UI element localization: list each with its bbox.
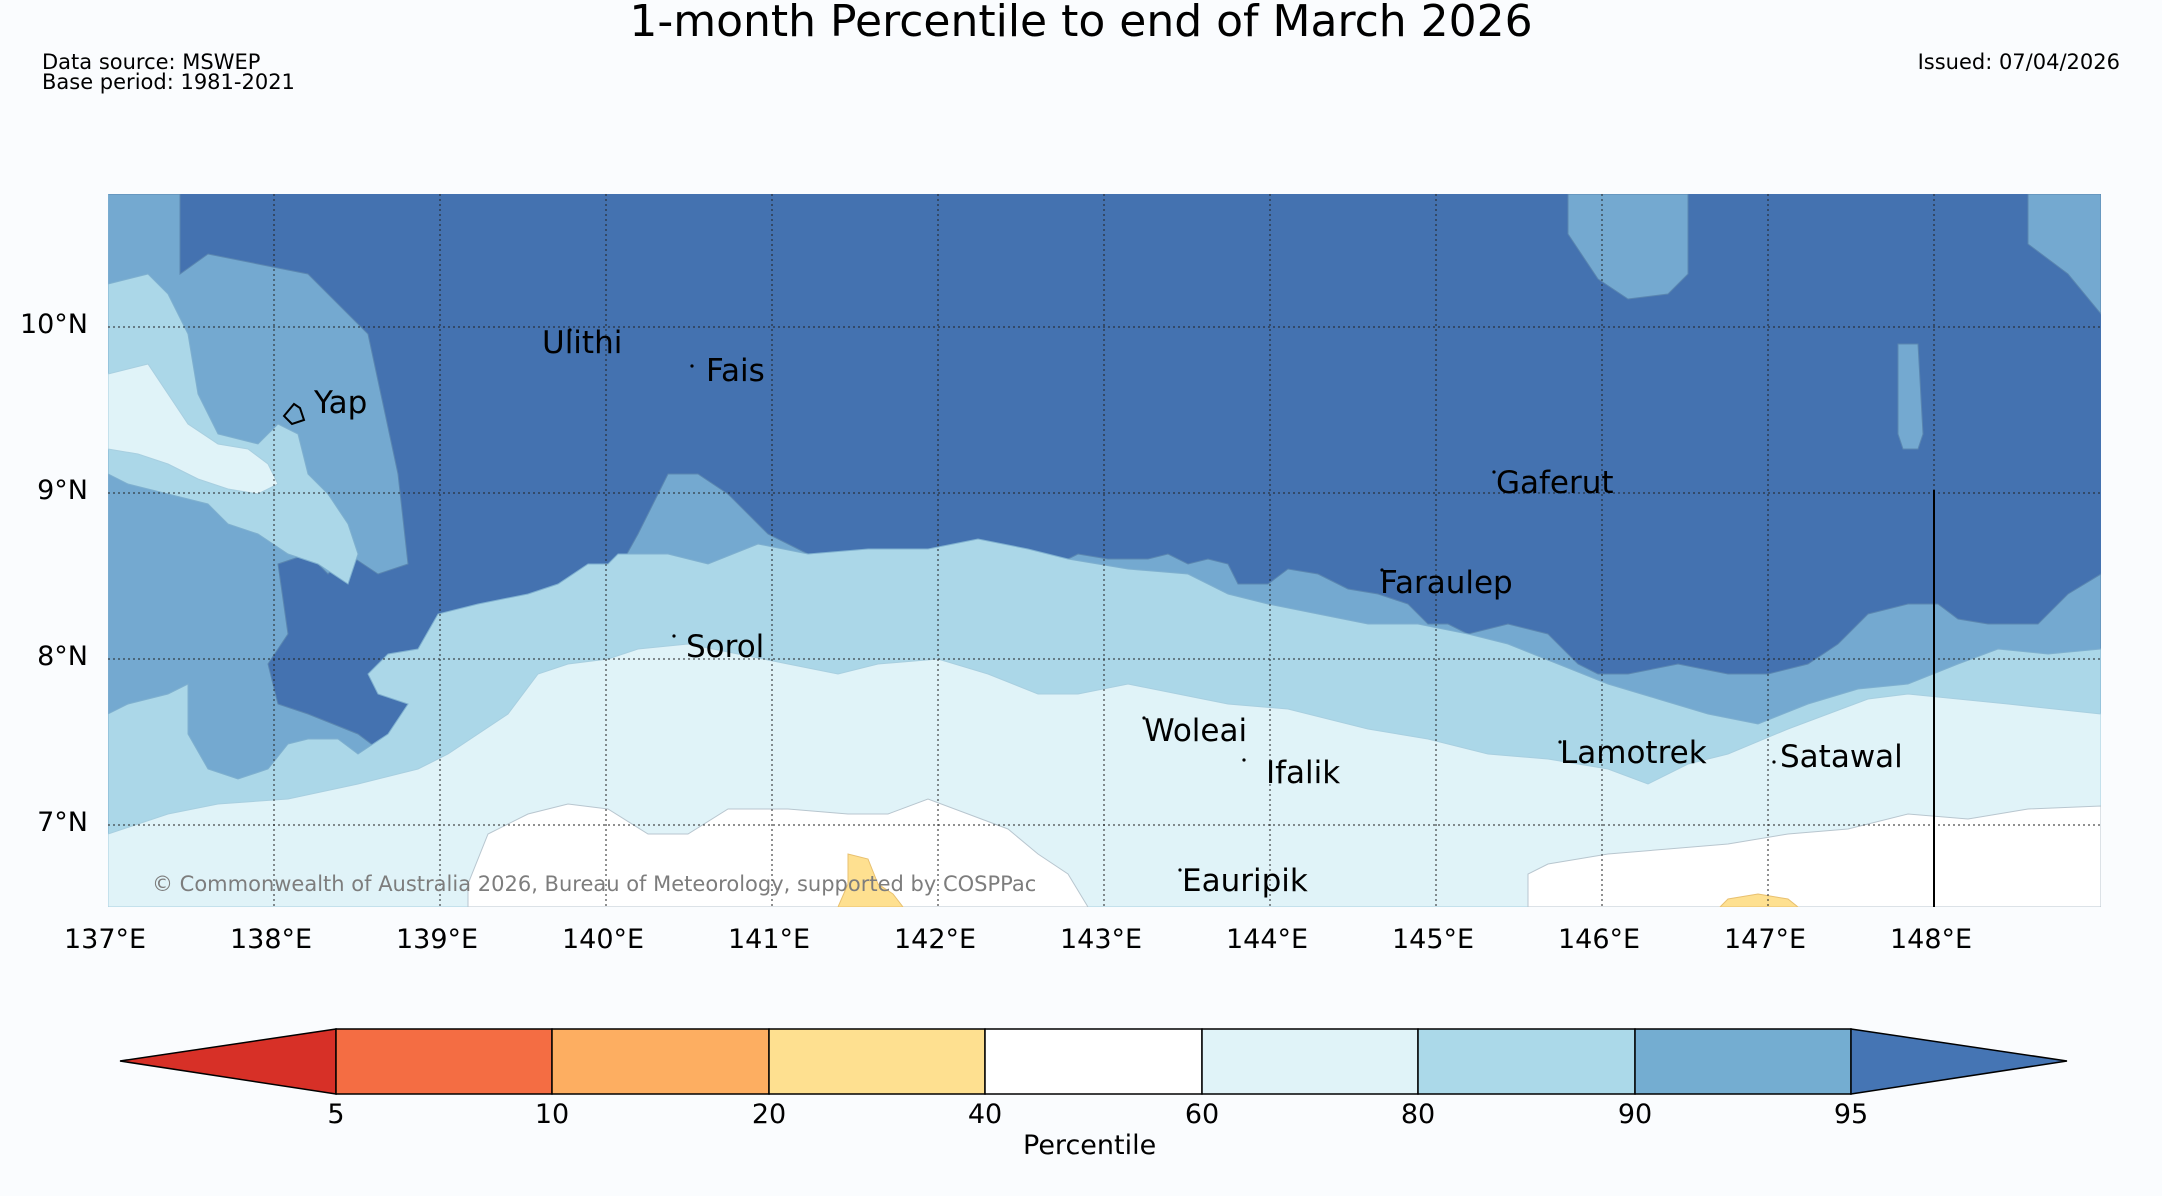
place-label-gaferut: Gaferut	[1496, 465, 1614, 501]
colorbar-tick-60: 60	[1184, 1099, 1220, 1130]
lon-label-143e: 143°E	[1060, 924, 1143, 955]
issued-date: Issued: 07/04/2026	[1917, 50, 2120, 74]
place-label-ulithi: Ulithi	[542, 325, 623, 361]
place-label-faraulep: Faraulep	[1380, 565, 1513, 601]
colorbar-below-5	[119, 1028, 337, 1095]
map-title: 1-month Percentile to end of March 2026	[629, 0, 1533, 47]
band-20-40	[837, 853, 904, 907]
lon-label-137e: 137°E	[64, 924, 147, 955]
band-90-95-ne	[1567, 194, 1689, 300]
place-label-ifalik: Ifalik	[1266, 755, 1341, 791]
band-90-95-east	[2027, 194, 2101, 315]
lon-label-144e: 144°E	[1226, 924, 1309, 955]
colorbar-tick-80: 80	[1400, 1099, 1436, 1130]
band-40-60	[467, 798, 1089, 907]
colorbar-tick-90: 90	[1617, 1099, 1653, 1130]
colorbar-tick-95: 95	[1833, 1099, 1869, 1130]
place-label-satawal: Satawal	[1780, 739, 1903, 775]
colorbar-above-95	[1850, 1028, 2068, 1095]
lon-label-142e: 142°E	[894, 924, 977, 955]
colorbar-80-90	[1417, 1028, 1636, 1095]
base-period-note: Base period: 1981-2021	[42, 70, 295, 94]
band-60-80-yap	[108, 363, 279, 495]
percentile-map[interactable]: Yap Ulithi Fais Gaferut Faraulep Sorol W…	[108, 194, 2101, 907]
copyright-notice: © Commonwealth of Australia 2026, Bureau…	[152, 872, 1037, 896]
lon-label-145e: 145°E	[1392, 924, 1475, 955]
colorbar-20-40	[768, 1028, 986, 1095]
place-label-lamotrek: Lamotrek	[1560, 735, 1707, 771]
graticule	[108, 194, 2101, 907]
colorbar-10-20	[551, 1028, 770, 1095]
colorbar-label: Percentile	[1023, 1130, 1157, 1161]
band-90-95-strip	[1897, 343, 1924, 450]
place-label-sorol: Sorol	[686, 629, 765, 665]
colorbar	[119, 1028, 2068, 1095]
colorbar-40-60	[984, 1028, 1203, 1095]
colorbar-60-80	[1201, 1028, 1419, 1095]
colorbar-90-95	[1634, 1028, 1852, 1095]
yap-island-shape	[282, 402, 306, 426]
data-source-note: Data source: MSWEP	[42, 50, 261, 74]
lon-label-139e: 139°E	[396, 924, 479, 955]
lon-label-141e: 141°E	[728, 924, 811, 955]
lat-label-9n: 9°N	[37, 475, 88, 506]
colorbar-tick-40: 40	[967, 1099, 1003, 1130]
band-80-90-yap	[108, 273, 359, 585]
lon-label-148e: 148°E	[1890, 924, 1973, 955]
colorbar-tick-20: 20	[751, 1099, 787, 1130]
place-label-yap: Yap	[314, 385, 368, 421]
place-label-eauripik: Eauripik	[1182, 863, 1308, 899]
lon-label-146e: 146°E	[1558, 924, 1641, 955]
band-40-60-east	[1527, 805, 2101, 907]
colorbar-5-10	[335, 1028, 553, 1095]
colorbar-tick-5: 5	[327, 1099, 345, 1130]
place-label-woleai: Woleai	[1144, 713, 1248, 749]
band-20-40-east	[1719, 893, 1799, 907]
place-label-fais: Fais	[706, 353, 765, 389]
lon-label-147e: 147°E	[1724, 924, 1807, 955]
lon-label-140e: 140°E	[562, 924, 645, 955]
atoll-markers	[568, 328, 1776, 872]
lon-label-138e: 138°E	[230, 924, 313, 955]
colorbar-tick-10: 10	[534, 1099, 570, 1130]
lat-label-7n: 7°N	[37, 807, 88, 838]
lat-label-10n: 10°N	[19, 309, 88, 340]
lat-label-8n: 8°N	[37, 641, 88, 672]
